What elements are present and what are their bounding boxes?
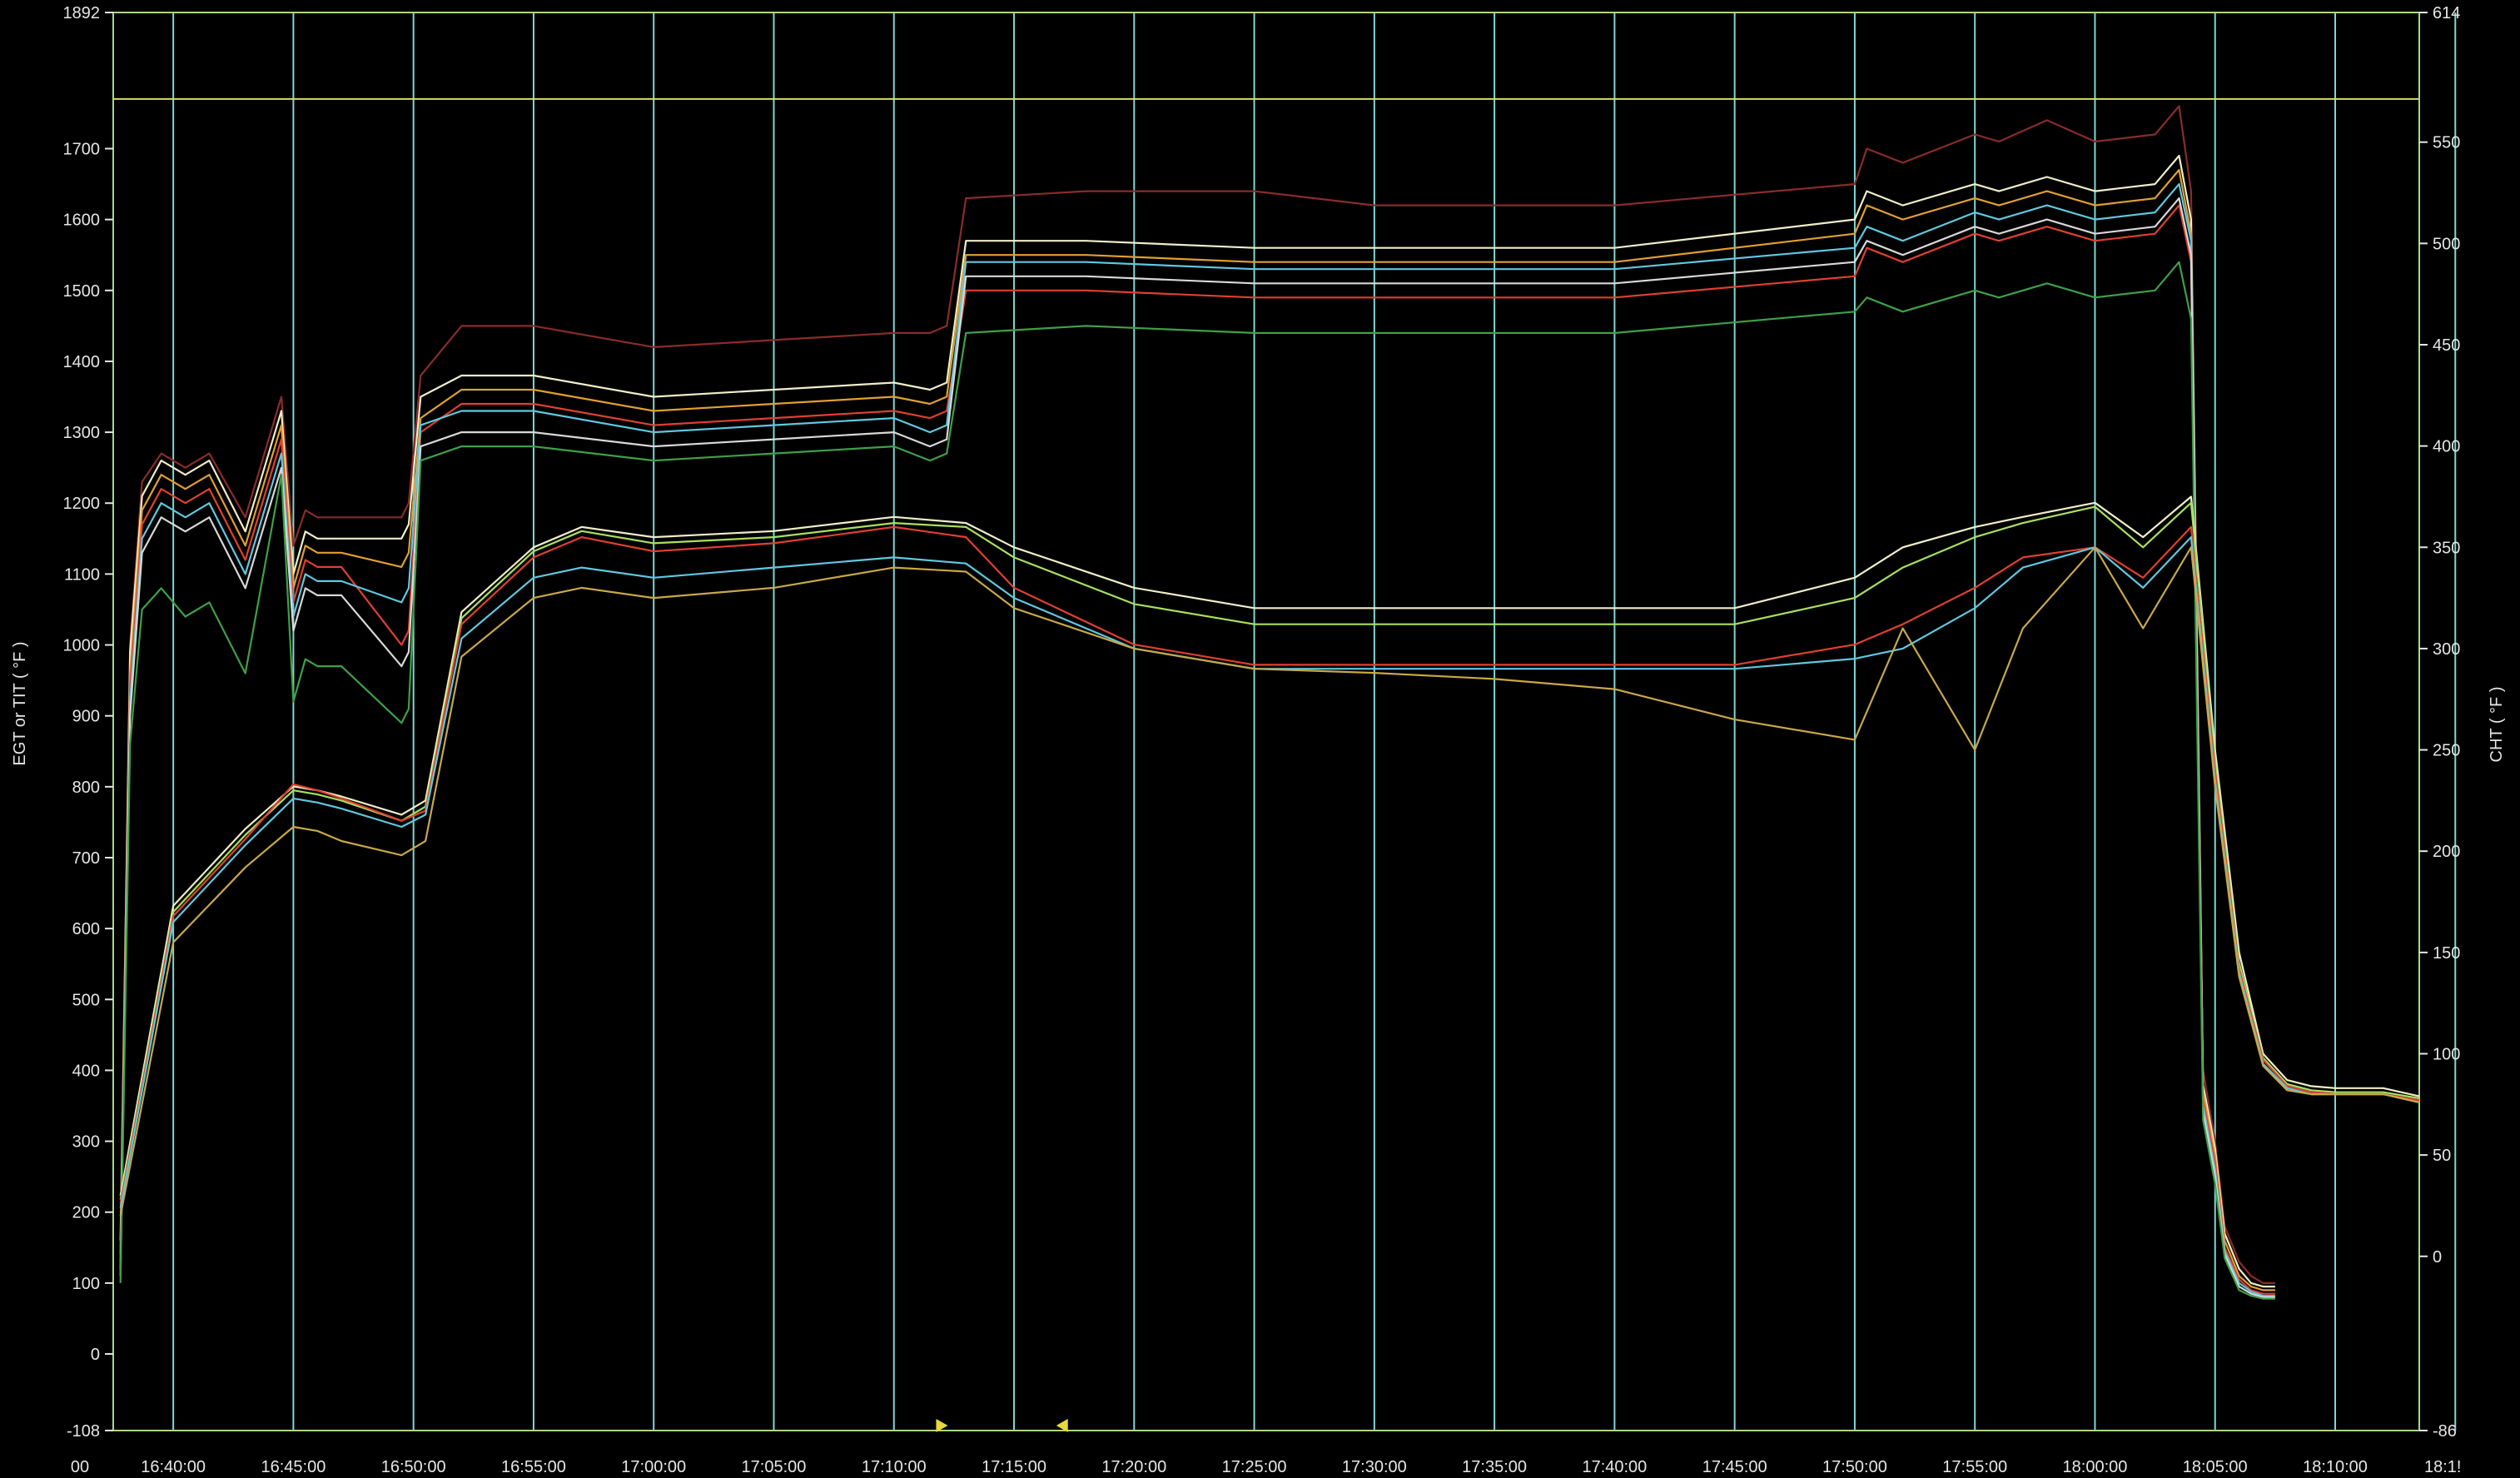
left-tick-label-16: 1500 <box>63 282 101 301</box>
x-tick-label-15: 17:50:00 <box>1822 1458 1887 1476</box>
right-tick-label-4: 150 <box>2433 944 2460 963</box>
series-lines[interactable] <box>119 105 2420 1300</box>
right-tick-label-2: 50 <box>2433 1147 2451 1165</box>
series-line-0[interactable] <box>119 105 2275 1285</box>
plot-border <box>112 12 2420 1431</box>
x-tick-label-9: 17:20:00 <box>1101 1458 1166 1476</box>
left-tick-label-3: 200 <box>72 1204 100 1222</box>
range-markers[interactable] <box>936 1419 1068 1432</box>
x-tick-label-17: 18:00:00 <box>2063 1458 2128 1476</box>
series-line-5[interactable] <box>119 197 2275 1299</box>
right-tick-label-1: 0 <box>2433 1248 2442 1267</box>
left-tick-label-12: 1100 <box>64 565 100 584</box>
left-tick-label-10: 900 <box>72 708 100 726</box>
x-tick-label-3: 16:50:00 <box>381 1458 446 1476</box>
left-tick-label-15: 1400 <box>63 353 101 371</box>
series-line-4[interactable] <box>119 183 2275 1297</box>
left-tick-label-5: 400 <box>72 1062 100 1080</box>
left-tick-label-9: 800 <box>72 779 100 797</box>
right-tick-label-8: 350 <box>2433 539 2460 557</box>
left-tick-label-18: 1700 <box>63 140 101 158</box>
x-tick-label-19: 18:10:00 <box>2303 1458 2368 1476</box>
x-tick-label-5: 17:00:00 <box>621 1458 686 1476</box>
x-tick-label-7: 17:10:00 <box>862 1458 927 1476</box>
right-tick-label-10: 450 <box>2433 336 2460 355</box>
right-tick-label-13: 614 <box>2433 4 2460 22</box>
right-tick-label-7: 300 <box>2433 640 2460 659</box>
left-tick-label-11: 1000 <box>63 637 101 655</box>
y-axis-title-right: CHT ( °F ) <box>2488 687 2506 763</box>
series-line-1[interactable] <box>119 154 2275 1288</box>
plot-frame <box>112 12 2420 1431</box>
x-tick-label-0: 00 <box>71 1458 89 1476</box>
left-tick-label-6: 500 <box>72 991 100 1009</box>
right-tick-label-12: 550 <box>2433 134 2460 152</box>
x-tick-label-18: 18:05:00 <box>2183 1458 2248 1476</box>
left-tick-label-2: 100 <box>72 1275 100 1293</box>
x-tick-label-1: 16:40:00 <box>141 1458 206 1476</box>
right-axis-ticks: -86 0 50 100 150 200 250 300 350 400 450 500 550 614 <box>2419 4 2460 1441</box>
left-tick-label-8: 700 <box>72 849 100 868</box>
left-tick-label-19: 1892 <box>63 4 101 22</box>
x-tick-label-6: 17:05:00 <box>742 1458 807 1476</box>
right-tick-label-9: 400 <box>2433 438 2460 456</box>
x-tick-label-4: 16:55:00 <box>501 1458 566 1476</box>
left-tick-label-1: 0 <box>91 1346 100 1364</box>
x-tick-label-2: 16:45:00 <box>261 1458 326 1476</box>
left-tick-label-14: 1300 <box>63 424 101 442</box>
series-line-6[interactable] <box>119 261 2275 1300</box>
range-start-marker[interactable] <box>936 1419 948 1432</box>
x-tick-label-11: 17:30:00 <box>1342 1458 1407 1476</box>
series-line-11[interactable] <box>119 546 2420 1217</box>
right-tick-label-3: 100 <box>2433 1045 2460 1063</box>
left-tick-label-17: 1600 <box>63 211 101 230</box>
right-tick-label-6: 250 <box>2433 742 2460 760</box>
left-axis-ticks: -108 0 100 200 300 400 500 600 700 800 900 1000 1100… <box>63 4 113 1441</box>
left-tick-label-7: 600 <box>72 920 100 938</box>
x-tick-label-12: 17:35:00 <box>1462 1458 1527 1476</box>
x-tick-label-14: 17:45:00 <box>1702 1458 1767 1476</box>
series-line-2[interactable] <box>119 168 2275 1291</box>
range-end-marker[interactable] <box>1056 1419 1068 1432</box>
series-line-7[interactable] <box>119 495 2420 1196</box>
x-tick-label-16: 17:55:00 <box>1942 1458 2007 1476</box>
right-tick-label-5: 200 <box>2433 843 2460 861</box>
x-tick-label-8: 17:15:00 <box>982 1458 1046 1476</box>
x-axis-ticks: 00 16:40:00 16:45:00 16:50:00 16:55:00 17:00:… <box>71 1458 2462 1476</box>
right-tick-label-0: -86 <box>2433 1422 2457 1441</box>
right-tick-label-11: 500 <box>2433 235 2460 253</box>
left-tick-label-13: 1200 <box>63 495 101 513</box>
gridlines <box>113 12 2457 1431</box>
x-tick-label-13: 17:40:00 <box>1582 1458 1647 1476</box>
left-tick-label-4: 300 <box>72 1133 100 1152</box>
y-axis-title-left: EGT or TIT ( °F ) <box>11 641 29 765</box>
x-tick-label-10: 17:25:00 <box>1222 1458 1287 1476</box>
left-tick-label-0: -108 <box>67 1422 100 1441</box>
x-tick-label-20: 18:1! <box>2424 1458 2461 1476</box>
